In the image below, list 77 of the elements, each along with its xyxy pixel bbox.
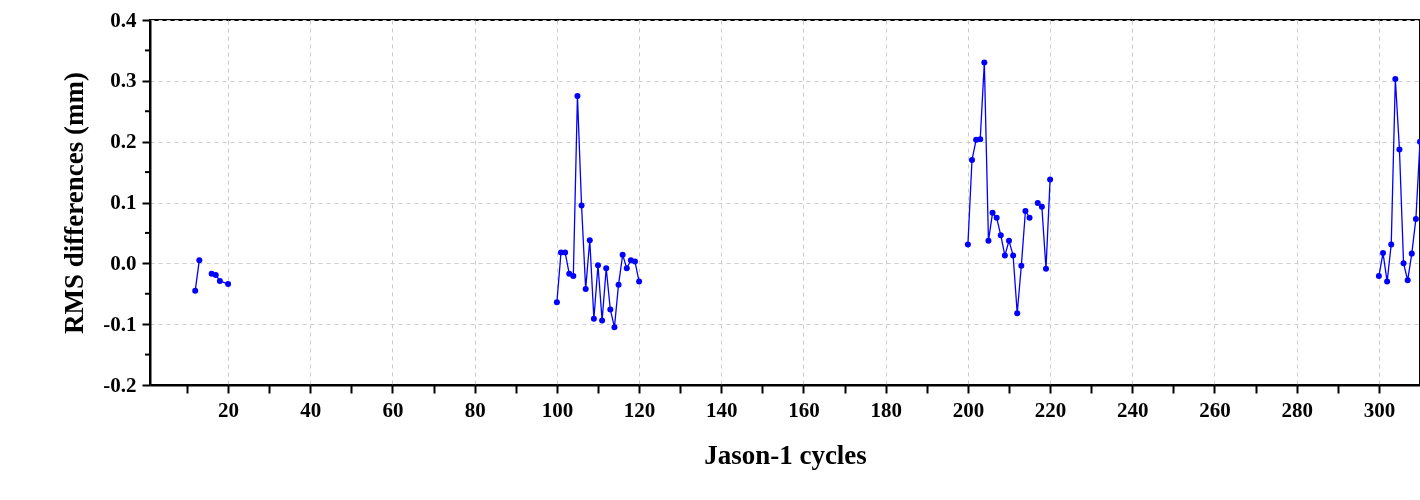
point (225, 281, 232, 288)
point (611, 324, 618, 331)
point (607, 306, 614, 313)
point (192, 287, 199, 294)
point (578, 202, 585, 209)
point (623, 265, 630, 272)
x-tick-label: 120 (623, 397, 656, 422)
point (1047, 176, 1054, 183)
point (993, 214, 1000, 221)
point (1392, 76, 1399, 82)
x-tick-label: 300 (1363, 397, 1396, 422)
y-tick-label: 0.0 (110, 250, 137, 275)
x-tick-label: 20 (218, 397, 240, 422)
point (969, 156, 976, 163)
point (1006, 237, 1012, 244)
y-tick-label: -0.1 (103, 311, 137, 336)
x-tick-label: 140 (706, 397, 738, 422)
point (1408, 250, 1415, 257)
point (981, 59, 988, 66)
y-tick-label: 0.3 (110, 68, 137, 93)
point (582, 285, 589, 292)
point (574, 93, 581, 100)
y-tick-label: -0.2 (103, 372, 137, 397)
point (1022, 208, 1029, 215)
point (216, 277, 223, 284)
point (562, 249, 569, 256)
point (1400, 260, 1407, 267)
point (1018, 262, 1025, 269)
point (989, 209, 996, 216)
y-axis-title: RMS differences (mm) (59, 72, 90, 334)
point (977, 136, 984, 143)
point (619, 251, 626, 258)
point (1034, 200, 1041, 207)
point (615, 281, 622, 288)
point (590, 315, 597, 322)
point (1014, 310, 1021, 317)
point (594, 262, 601, 269)
x-tick-label: 160 (788, 397, 820, 422)
point (1038, 203, 1045, 210)
x-tick-label: 180 (870, 397, 902, 422)
point (964, 241, 971, 248)
point (636, 278, 643, 285)
point (1026, 214, 1033, 221)
point (1001, 252, 1008, 259)
point (997, 232, 1004, 239)
point (1380, 250, 1387, 256)
point (586, 237, 593, 244)
x-tick-label: 80 (464, 397, 486, 422)
x-tick-label: 60 (382, 397, 404, 422)
point (603, 265, 610, 272)
x-tick-label: 200 (952, 397, 985, 422)
y-tick-label: 0.2 (110, 129, 137, 154)
y-tick-label: 0.1 (110, 190, 137, 214)
point (212, 271, 219, 278)
point (631, 258, 638, 265)
y-tick-label: 0.4 (110, 7, 137, 32)
point (1010, 252, 1017, 259)
x-tick-label: 100 (541, 397, 574, 422)
point (1404, 277, 1411, 284)
x-tick-label: 220 (1034, 397, 1067, 422)
point (985, 237, 992, 244)
point (1384, 278, 1391, 285)
x-tick-label: 260 (1199, 397, 1231, 422)
x-axis-title: Jason-1 cycles (704, 439, 867, 470)
point (1388, 241, 1395, 248)
point (196, 257, 203, 264)
x-tick-label: 280 (1281, 397, 1313, 422)
x-tick-label: 40 (300, 397, 322, 422)
point (1042, 265, 1049, 272)
point (1396, 146, 1403, 153)
point (553, 299, 560, 306)
point (1412, 215, 1419, 222)
x-tick-label: 240 (1117, 397, 1149, 422)
point (566, 270, 573, 277)
point (599, 317, 606, 324)
point (570, 273, 577, 280)
point (1375, 273, 1382, 280)
